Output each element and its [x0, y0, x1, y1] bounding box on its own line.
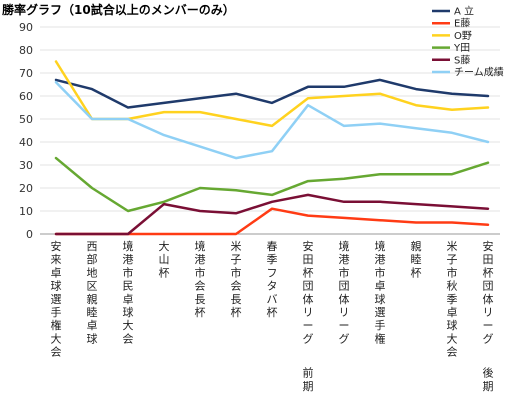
x-tick-label: 境港市団体リーグ — [339, 239, 350, 345]
legend-label: A 立 — [454, 5, 474, 18]
x-tick-label: 安田杯団体リーグ後期 — [483, 239, 494, 393]
y-tick-label: 0 — [26, 228, 33, 241]
x-tick-label: 境港市会長杯 — [195, 239, 206, 319]
x-tick-label: 境港市民卓球大会 — [123, 239, 134, 345]
y-tick-label: 20 — [19, 182, 33, 195]
legend-label: E藤 — [454, 18, 470, 30]
x-tick-label: 米子市会長杯 — [231, 240, 242, 319]
legend-label: Y田 — [453, 43, 470, 54]
series-line-5 — [54, 80, 490, 160]
y-tick-label: 60 — [19, 90, 33, 103]
x-tick-label: 親睦杯 — [411, 240, 422, 279]
x-tick-label: 西部地区親睦卓球 — [87, 240, 98, 345]
x-tick-label: 大山杯 — [159, 239, 170, 279]
x-tick-label: 米子市秋季卓球大会 — [447, 240, 458, 359]
series-line-4 — [54, 193, 490, 236]
x-tick-label: 境港市卓球選手権 — [375, 239, 386, 345]
series-line-1 — [54, 207, 490, 236]
y-tick-label: 50 — [19, 113, 33, 126]
chart-title: 勝率グラフ（10試合以上のメンバーのみ） — [2, 2, 235, 17]
series-lines — [54, 60, 490, 236]
y-tick-label: 70 — [19, 67, 33, 80]
y-tick-label: 40 — [19, 136, 33, 149]
legend-label: チーム成績 — [454, 66, 504, 79]
series-line-0 — [54, 78, 490, 109]
y-tick-label: 10 — [19, 205, 33, 218]
x-tick-label: 安来卓球選手権大会 — [51, 239, 62, 359]
y-tick-label: 90 — [19, 21, 33, 34]
y-axis-ticks: 0 10 20 30 40 50 60 70 80 90 — [19, 21, 33, 241]
x-tick-label: 安田杯団体リーグ前期 — [303, 239, 314, 393]
y-tick-label: 30 — [19, 159, 33, 172]
x-tick-label: 春季フタバ杯 — [267, 240, 278, 319]
x-axis-ticks: 安来卓球選手権大会 西部地区親睦卓球 境港市民卓球大会 大山杯 境港市会長杯 米子市会長杯… — [51, 239, 494, 393]
legend-label: S藤 — [454, 54, 470, 66]
legend-label: O野 — [454, 30, 472, 42]
y-tick-label: 80 — [19, 44, 33, 57]
series-line-2 — [54, 60, 490, 128]
